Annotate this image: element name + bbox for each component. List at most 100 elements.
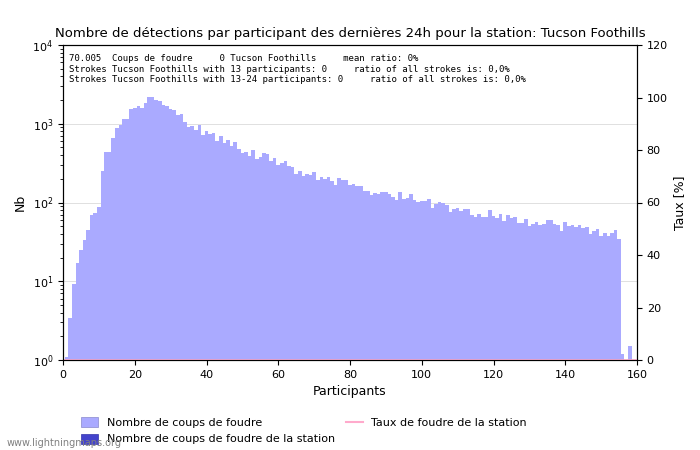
Bar bbox=[176, 115, 180, 450]
Bar bbox=[230, 146, 233, 450]
Bar bbox=[122, 119, 126, 450]
Bar bbox=[427, 199, 430, 450]
Bar bbox=[273, 158, 276, 450]
Bar bbox=[172, 110, 176, 450]
Bar bbox=[391, 197, 395, 450]
Bar bbox=[402, 199, 405, 450]
Bar bbox=[327, 177, 330, 450]
Bar bbox=[69, 318, 72, 450]
Bar bbox=[373, 193, 377, 450]
Bar bbox=[596, 229, 599, 450]
Bar bbox=[395, 200, 398, 450]
Bar bbox=[319, 177, 323, 450]
Bar bbox=[477, 214, 481, 450]
Bar bbox=[517, 223, 520, 450]
Bar bbox=[126, 119, 130, 450]
Bar bbox=[115, 128, 118, 450]
Bar bbox=[316, 180, 319, 450]
Bar bbox=[445, 205, 449, 450]
Bar bbox=[284, 161, 287, 450]
Bar bbox=[456, 207, 459, 450]
Bar bbox=[302, 176, 305, 450]
Bar bbox=[381, 192, 384, 450]
Title: Nombre de détections par participant des dernières 24h pour la station: Tucson F: Nombre de détections par participant des… bbox=[55, 27, 645, 40]
Bar bbox=[513, 217, 517, 450]
Bar bbox=[610, 233, 614, 450]
Bar bbox=[449, 212, 452, 450]
Bar bbox=[111, 138, 115, 450]
Bar bbox=[197, 125, 201, 450]
Bar bbox=[359, 186, 363, 450]
Bar bbox=[442, 203, 445, 450]
Bar bbox=[363, 190, 366, 450]
Bar bbox=[556, 225, 560, 450]
Bar bbox=[298, 171, 302, 450]
Bar bbox=[248, 156, 251, 450]
Bar bbox=[287, 166, 290, 450]
Bar bbox=[76, 263, 79, 450]
Bar bbox=[474, 216, 477, 450]
Bar bbox=[237, 149, 241, 450]
Bar bbox=[366, 191, 370, 450]
X-axis label: Participants: Participants bbox=[313, 385, 387, 398]
Bar bbox=[169, 109, 172, 450]
Bar bbox=[83, 240, 86, 450]
Bar bbox=[549, 220, 553, 450]
Bar bbox=[585, 228, 589, 450]
Bar bbox=[484, 217, 488, 450]
Bar bbox=[531, 224, 535, 450]
Bar bbox=[305, 174, 309, 450]
Bar bbox=[158, 101, 162, 450]
Bar bbox=[223, 143, 226, 450]
Text: 70.005  Coups de foudre     0 Tucson Foothills     mean ratio: 0%
Strokes Tucson: 70.005 Coups de foudre 0 Tucson Foothill… bbox=[69, 54, 526, 84]
Bar bbox=[270, 161, 273, 450]
Bar bbox=[384, 193, 388, 450]
Bar bbox=[503, 221, 506, 450]
Bar bbox=[94, 213, 97, 450]
Bar bbox=[216, 141, 219, 450]
Bar bbox=[589, 234, 592, 450]
Bar bbox=[553, 224, 556, 450]
Bar bbox=[520, 223, 524, 450]
Bar bbox=[624, 368, 628, 450]
Bar bbox=[201, 135, 204, 450]
Bar bbox=[72, 284, 76, 450]
Bar bbox=[165, 107, 169, 450]
Bar bbox=[416, 202, 420, 450]
Bar bbox=[262, 153, 266, 450]
Bar bbox=[180, 114, 183, 450]
Bar bbox=[617, 238, 621, 450]
Bar bbox=[341, 180, 344, 450]
Bar bbox=[377, 194, 381, 450]
Bar bbox=[276, 165, 280, 450]
Bar bbox=[255, 158, 258, 450]
Bar bbox=[251, 150, 255, 450]
Bar bbox=[635, 360, 639, 450]
Bar bbox=[599, 236, 603, 450]
Bar bbox=[592, 231, 596, 450]
Bar bbox=[481, 217, 484, 450]
Bar bbox=[459, 211, 463, 450]
Bar bbox=[631, 384, 635, 450]
Bar bbox=[86, 230, 90, 450]
Bar bbox=[241, 153, 244, 450]
Bar bbox=[410, 194, 413, 450]
Bar bbox=[496, 218, 499, 450]
Bar bbox=[108, 152, 111, 450]
Bar bbox=[136, 106, 140, 450]
Bar bbox=[413, 200, 416, 450]
Bar bbox=[133, 108, 136, 450]
Bar bbox=[147, 97, 151, 450]
Bar bbox=[470, 215, 474, 450]
Bar bbox=[233, 142, 237, 450]
Bar bbox=[545, 220, 549, 450]
Bar bbox=[574, 227, 578, 450]
Bar bbox=[219, 136, 223, 450]
Bar bbox=[162, 105, 165, 450]
Bar bbox=[434, 204, 438, 450]
Bar bbox=[578, 225, 582, 450]
Bar bbox=[420, 201, 424, 450]
Bar bbox=[90, 215, 94, 450]
Bar bbox=[467, 208, 470, 450]
Bar bbox=[312, 171, 316, 450]
